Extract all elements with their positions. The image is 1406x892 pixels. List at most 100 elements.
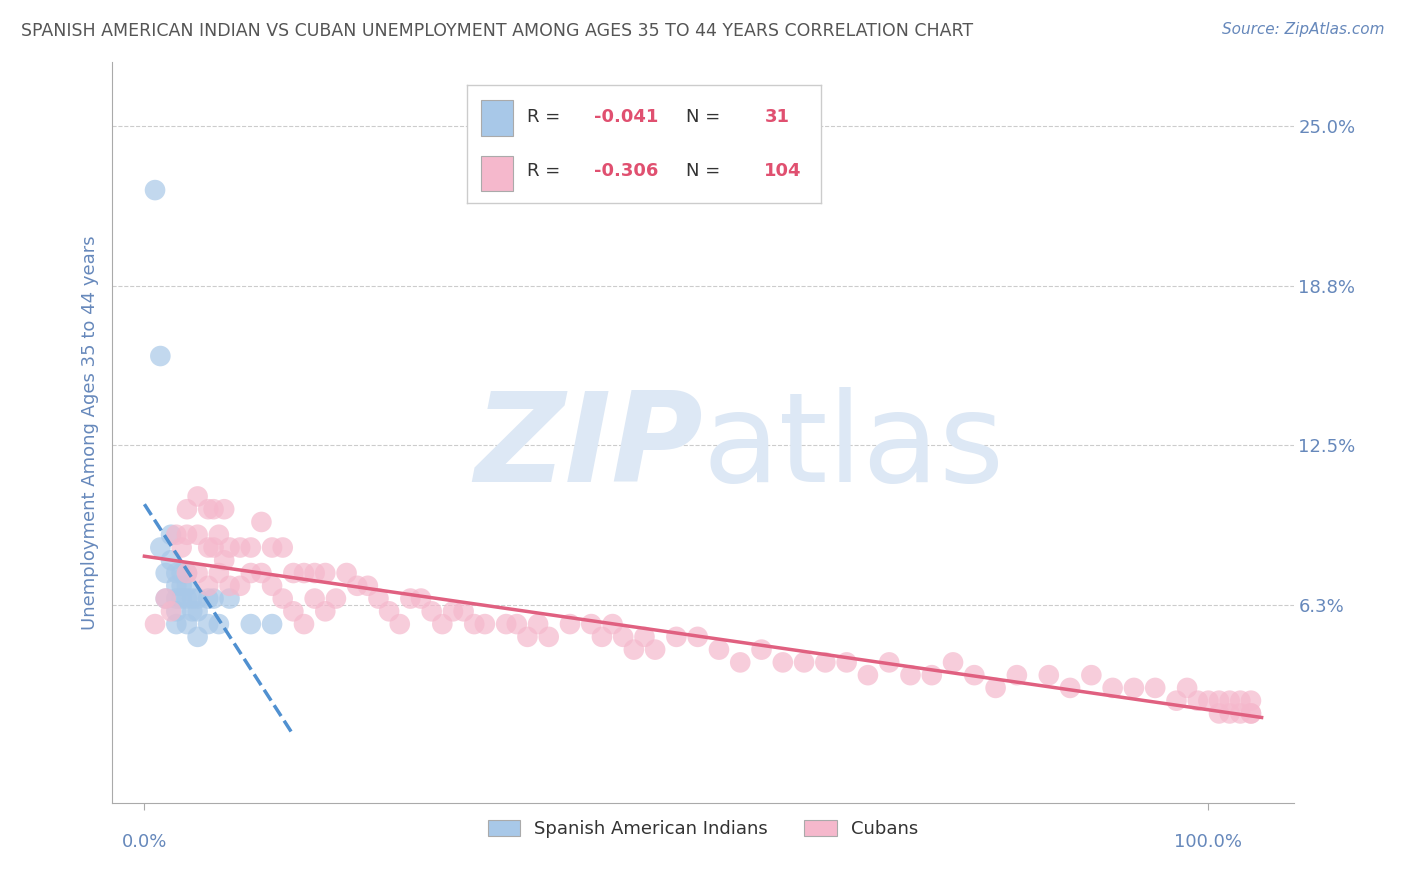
Point — [229, 579, 252, 593]
Point — [250, 515, 273, 529]
Point — [633, 630, 655, 644]
Point — [212, 553, 235, 567]
Point — [187, 630, 209, 644]
Point — [1187, 694, 1209, 708]
Point — [197, 591, 219, 606]
Point — [516, 630, 538, 644]
Point — [921, 668, 943, 682]
Point — [314, 604, 336, 618]
Point — [1219, 706, 1241, 721]
Point — [1240, 706, 1263, 721]
Point — [218, 591, 240, 606]
Text: Source: ZipAtlas.com: Source: ZipAtlas.com — [1222, 22, 1385, 37]
Point — [1122, 681, 1144, 695]
Point — [388, 617, 411, 632]
Point — [292, 566, 315, 580]
Point — [197, 579, 219, 593]
Point — [202, 502, 225, 516]
Point — [155, 591, 177, 606]
Point — [1059, 681, 1081, 695]
Point — [474, 617, 496, 632]
Point — [963, 668, 986, 682]
Point — [1197, 694, 1219, 708]
Point — [239, 541, 262, 555]
Point — [1101, 681, 1123, 695]
Point — [143, 617, 166, 632]
Point — [378, 604, 401, 618]
Point — [187, 604, 209, 618]
Point — [165, 604, 187, 618]
Point — [170, 566, 193, 580]
Point — [506, 617, 529, 632]
Point — [591, 630, 613, 644]
Text: ZIP: ZIP — [474, 387, 703, 508]
Point — [155, 591, 177, 606]
Point — [165, 566, 187, 580]
Point — [250, 566, 273, 580]
Point — [176, 502, 198, 516]
Text: 0.0%: 0.0% — [122, 833, 167, 852]
Point — [463, 617, 485, 632]
Point — [176, 579, 198, 593]
Point — [314, 566, 336, 580]
Point — [160, 527, 183, 541]
Point — [537, 630, 560, 644]
Point — [165, 591, 187, 606]
Point — [208, 566, 231, 580]
Point — [304, 566, 326, 580]
Point — [271, 541, 294, 555]
Point — [612, 630, 634, 644]
Point — [772, 656, 794, 670]
Point — [644, 642, 666, 657]
Point — [187, 591, 209, 606]
Point — [623, 642, 645, 657]
Point — [399, 591, 422, 606]
Point — [262, 579, 284, 593]
Point — [984, 681, 1007, 695]
Point — [325, 591, 347, 606]
Point — [181, 591, 204, 606]
Point — [187, 566, 209, 580]
Point — [1175, 681, 1198, 695]
Point — [1219, 694, 1241, 708]
Point — [420, 604, 443, 618]
Point — [495, 617, 517, 632]
Point — [283, 566, 305, 580]
Point — [814, 656, 837, 670]
Point — [1166, 694, 1188, 708]
Point — [665, 630, 688, 644]
Point — [686, 630, 709, 644]
Point — [1229, 706, 1251, 721]
Point — [218, 541, 240, 555]
Point — [176, 566, 198, 580]
Text: SPANISH AMERICAN INDIAN VS CUBAN UNEMPLOYMENT AMONG AGES 35 TO 44 YEARS CORRELAT: SPANISH AMERICAN INDIAN VS CUBAN UNEMPLO… — [21, 22, 973, 40]
Point — [835, 656, 858, 670]
Point — [218, 579, 240, 593]
Point — [1080, 668, 1102, 682]
Point — [181, 604, 204, 618]
Point — [165, 579, 187, 593]
Point — [856, 668, 879, 682]
Point — [793, 656, 815, 670]
Point — [346, 579, 368, 593]
Point — [602, 617, 624, 632]
Point — [149, 349, 172, 363]
Point — [441, 604, 464, 618]
Point — [208, 527, 231, 541]
Point — [942, 656, 965, 670]
Point — [197, 617, 219, 632]
Text: atlas: atlas — [703, 387, 1005, 508]
Point — [558, 617, 581, 632]
Point — [1229, 694, 1251, 708]
Y-axis label: Unemployment Among Ages 35 to 44 years: Unemployment Among Ages 35 to 44 years — [80, 235, 98, 630]
Point — [1144, 681, 1167, 695]
Point — [239, 566, 262, 580]
Point — [202, 591, 225, 606]
Point — [728, 656, 751, 670]
Point — [751, 642, 773, 657]
Point — [262, 617, 284, 632]
Point — [283, 604, 305, 618]
Point — [304, 591, 326, 606]
Point — [160, 553, 183, 567]
Point — [335, 566, 357, 580]
